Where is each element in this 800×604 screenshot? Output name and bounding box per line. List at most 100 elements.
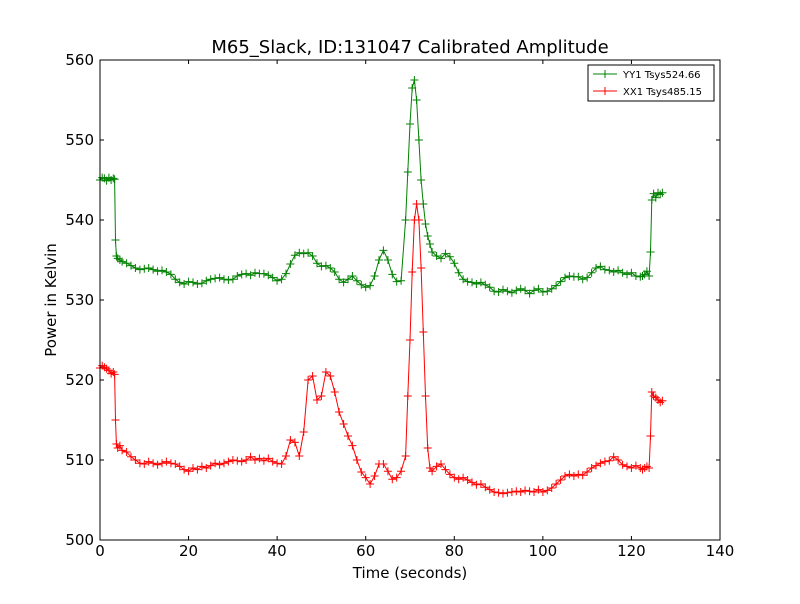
data-point (530, 488, 538, 496)
data-point (131, 456, 140, 464)
data-point (490, 287, 499, 296)
data-point (419, 328, 428, 336)
data-point (366, 480, 375, 488)
data-point (379, 460, 388, 468)
data-point (135, 459, 144, 468)
x-tick-label: 140 (706, 542, 735, 560)
data-point (408, 84, 417, 92)
data-point (215, 460, 224, 469)
data-point (538, 488, 547, 496)
data-point (623, 462, 631, 471)
data-point (454, 268, 463, 277)
data-point (308, 252, 317, 260)
y-axis-label: Power in Kelvin (42, 243, 60, 357)
data-point (596, 459, 605, 468)
data-point (140, 264, 149, 273)
data-point (273, 276, 282, 285)
data-point (605, 456, 614, 465)
y-tick-label: 560 (65, 51, 94, 69)
data-point (552, 281, 561, 290)
data-point (583, 468, 592, 476)
legend-label-xx1: XX1 Tsys485.15 (623, 87, 702, 98)
data-point (651, 193, 660, 202)
y-tick-label: 530 (65, 291, 94, 309)
data-point (268, 457, 277, 466)
data-point (507, 488, 516, 496)
x-tick-label: 40 (268, 542, 287, 560)
legend-entry-yy1: YY1 Tsys524.66 (593, 70, 701, 81)
data-point (428, 467, 437, 476)
data-point (175, 278, 184, 287)
data-point (206, 275, 215, 284)
data-point (140, 460, 149, 468)
data-point (282, 452, 290, 460)
data-point (193, 465, 202, 474)
data-point (561, 273, 569, 282)
data-point (481, 483, 490, 492)
data-point (646, 432, 655, 440)
data-point (361, 473, 370, 482)
data-point (437, 254, 445, 263)
data-point (547, 284, 556, 293)
data-point (503, 488, 512, 497)
data-point (277, 275, 286, 284)
data-point (228, 275, 237, 284)
data-point (286, 436, 295, 444)
data-point (242, 456, 251, 464)
data-point (122, 448, 131, 456)
data-point (516, 488, 525, 496)
data-point (304, 248, 313, 257)
data-point (202, 276, 211, 285)
data-point (171, 275, 180, 284)
data-point (534, 485, 543, 494)
data-point (485, 283, 494, 292)
data-point (127, 452, 135, 461)
data-point (476, 480, 485, 488)
data-point (326, 264, 335, 272)
data-point (600, 457, 609, 466)
data-point (317, 392, 326, 400)
data-point (494, 488, 503, 497)
data-point (516, 284, 525, 293)
x-axis-label: Time (seconds) (352, 564, 468, 582)
data-point (379, 246, 388, 255)
data-point (485, 485, 494, 494)
data-point (348, 441, 357, 450)
data-point (224, 276, 233, 284)
data-point (317, 262, 326, 271)
data-point (304, 376, 313, 384)
data-point (149, 459, 158, 468)
y-tick-label: 500 (65, 531, 94, 549)
data-point (135, 265, 144, 274)
data-point (251, 456, 259, 464)
data-point (600, 265, 609, 274)
data-point (414, 216, 423, 224)
data-point (618, 460, 627, 469)
data-point (658, 188, 667, 197)
data-point (162, 457, 171, 466)
data-point (587, 268, 596, 277)
data-point (445, 470, 454, 479)
data-point (499, 489, 507, 498)
data-point (569, 472, 578, 480)
data-point (401, 452, 410, 460)
data-point (490, 488, 499, 496)
series-layer (96, 76, 667, 498)
x-tick-label: 100 (529, 542, 558, 560)
data-point (158, 266, 166, 275)
x-tick-label: 60 (356, 542, 375, 560)
data-point (344, 432, 352, 440)
x-tick-label: 20 (179, 542, 198, 560)
data-point (330, 388, 339, 396)
data-point (463, 277, 472, 286)
data-point (521, 286, 530, 295)
data-point (472, 480, 481, 489)
data-point (454, 475, 463, 484)
data-point (530, 286, 538, 295)
data-point (166, 459, 175, 468)
data-point (410, 76, 419, 84)
data-point (144, 457, 153, 466)
data-point (417, 264, 426, 272)
data-point (290, 438, 299, 447)
data-point (397, 467, 406, 476)
